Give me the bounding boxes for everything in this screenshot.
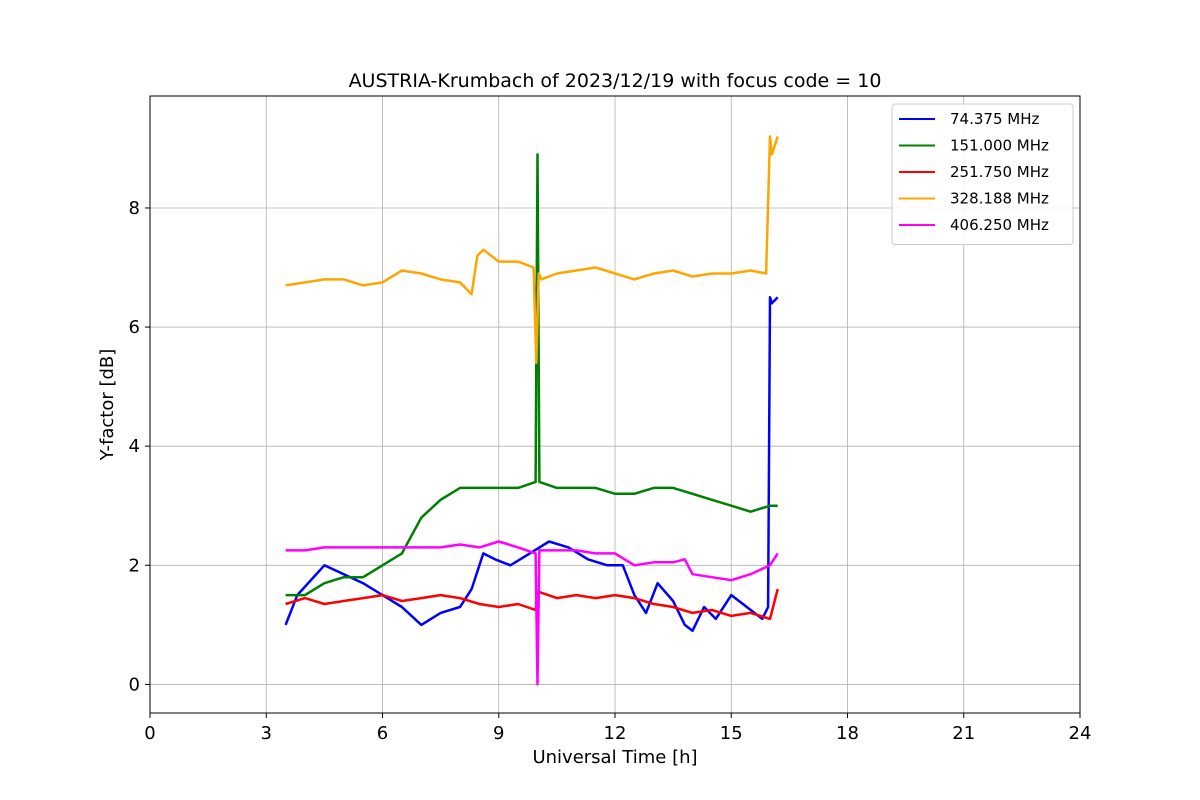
legend-label: 328.188 MHz — [950, 190, 1049, 208]
y-tick-label: 0 — [129, 674, 140, 695]
series-line-4 — [285, 540, 779, 686]
chart-title: AUSTRIA-Krumbach of 2023/12/19 with focu… — [349, 70, 882, 92]
x-tick-label: 15 — [720, 723, 743, 744]
legend-label: 251.750 MHz — [950, 163, 1049, 181]
series-line-3 — [285, 135, 779, 365]
x-tick-label: 6 — [377, 723, 388, 744]
series-line-1 — [285, 153, 778, 597]
x-tick-label: 0 — [144, 723, 155, 744]
x-tick-label: 12 — [604, 723, 627, 744]
y-tick-label: 2 — [129, 555, 140, 576]
series-line-2 — [285, 588, 779, 621]
legend: 74.375 MHz 151.000 MHz 251.750 MHz 328.188 … — [891, 103, 1074, 245]
y-axis-title: Y-factor [dB] — [97, 349, 118, 462]
y-axis-ticks: 0 2 4 6 8 — [129, 198, 150, 695]
x-tick-label: 18 — [836, 723, 859, 744]
x-axis-title: Universal Time [h] — [532, 747, 697, 768]
x-tick-label: 3 — [261, 723, 272, 744]
x-tick-label: 21 — [952, 723, 975, 744]
y-tick-label: 8 — [129, 198, 140, 219]
y-tick-label: 4 — [129, 436, 140, 457]
legend-label: 406.250 MHz — [950, 216, 1049, 234]
x-axis-ticks: 0 3 6 9 12 15 18 21 24 — [144, 713, 1091, 744]
legend-box — [891, 103, 1074, 245]
y-tick-label: 6 — [129, 317, 140, 338]
x-tick-label: 9 — [493, 723, 504, 744]
series-line-0 — [284, 296, 779, 633]
series-layer — [284, 135, 779, 686]
legend-label: 151.000 MHz — [950, 137, 1049, 155]
x-tick-label: 24 — [1069, 723, 1092, 744]
legend-label: 74.375 MHz — [950, 110, 1039, 128]
